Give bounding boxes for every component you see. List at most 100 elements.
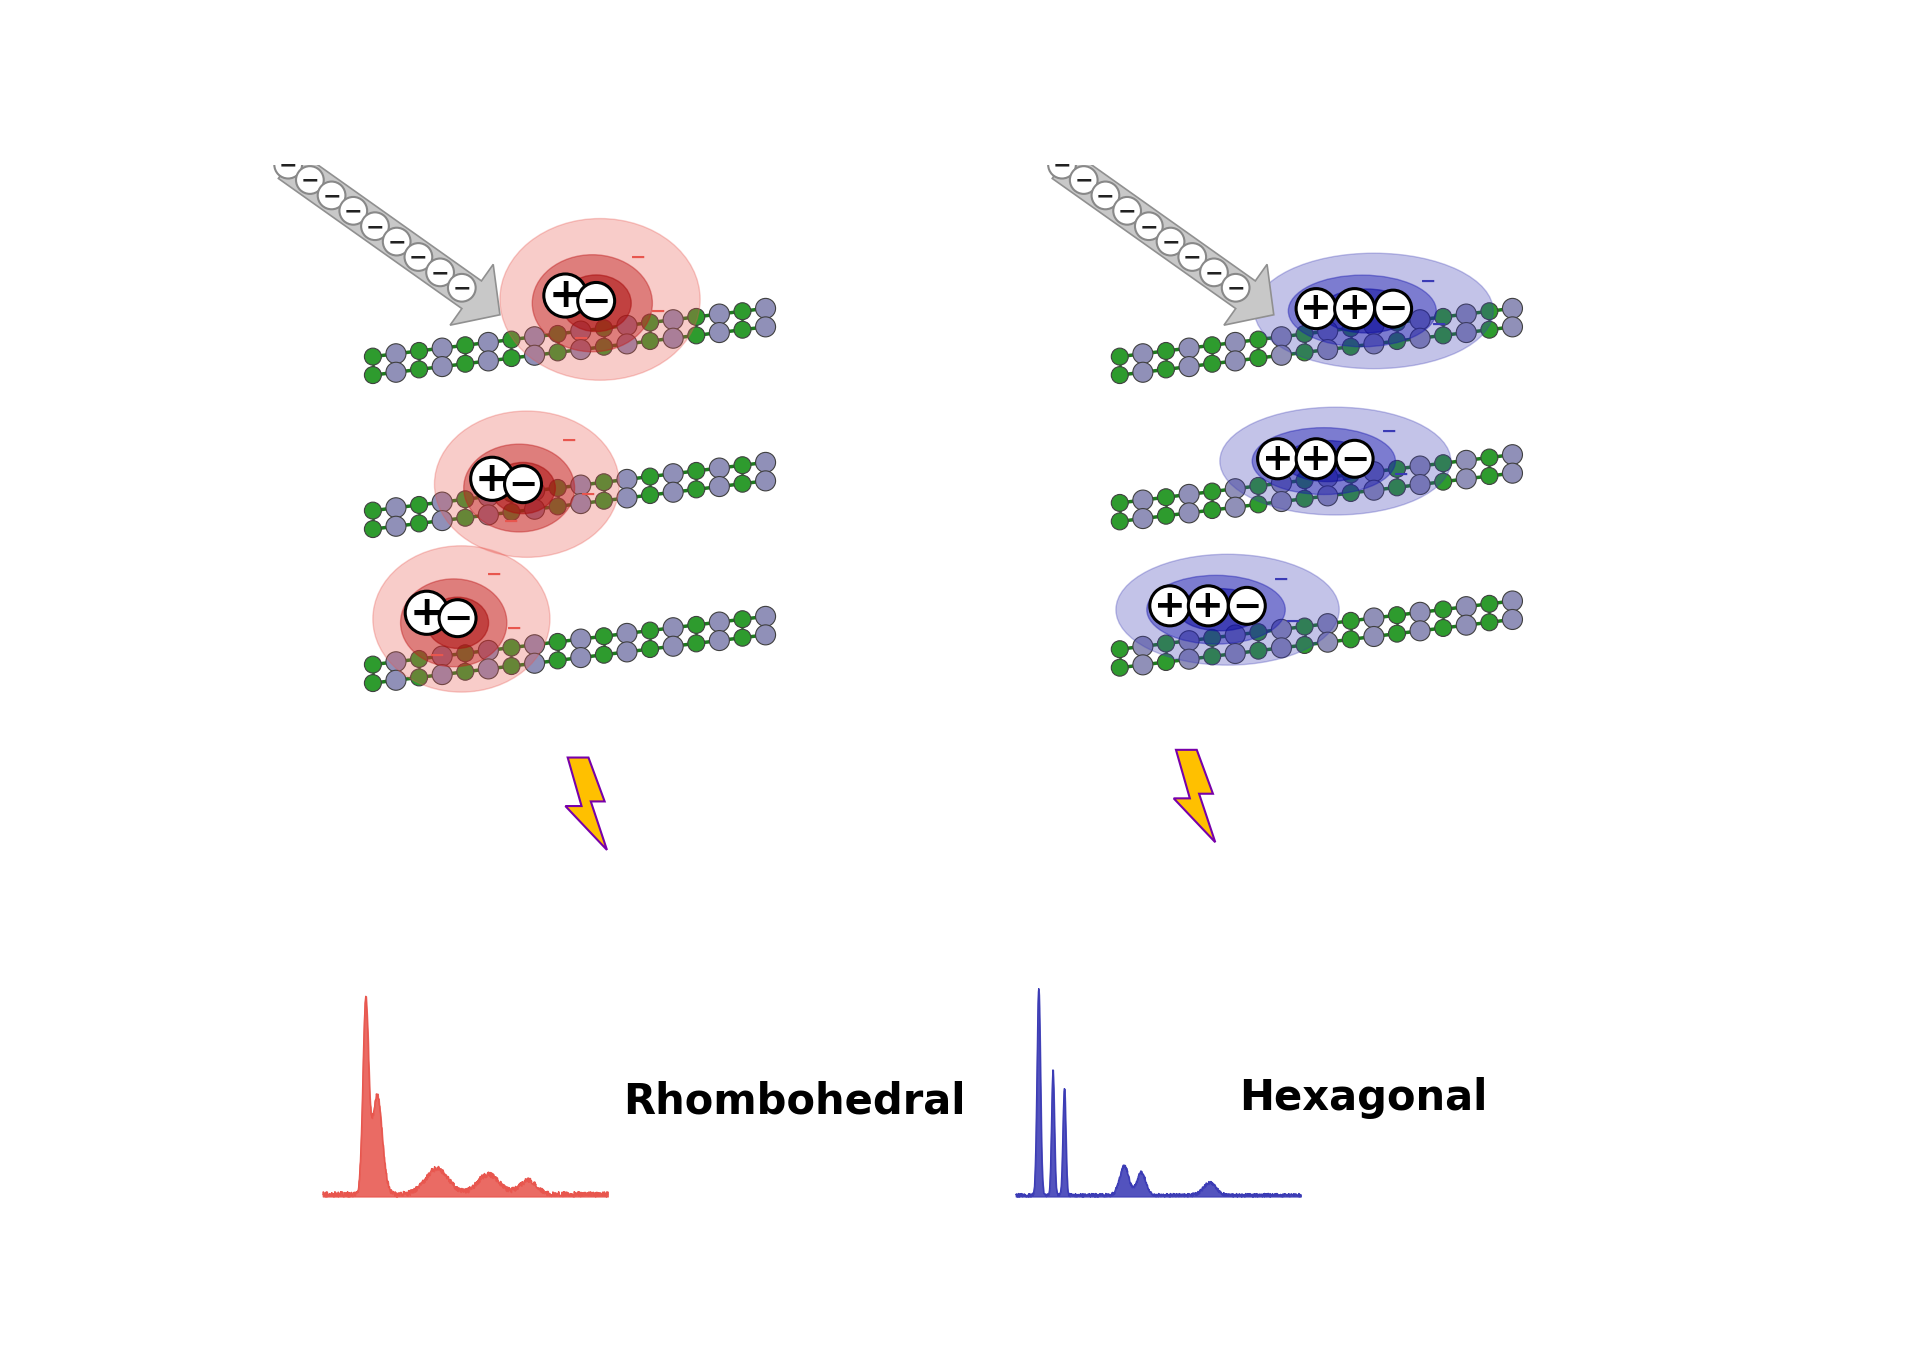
Text: +: + [548,276,582,317]
Circle shape [1180,504,1199,523]
Polygon shape [278,151,499,325]
Circle shape [1317,468,1338,487]
Circle shape [432,646,453,667]
Ellipse shape [372,546,549,691]
Circle shape [386,498,407,517]
Circle shape [411,343,428,359]
Circle shape [617,333,636,354]
Circle shape [503,504,521,520]
Text: −: − [1272,569,1290,589]
Text: −: − [1431,314,1448,333]
Polygon shape [565,757,607,849]
Circle shape [1363,480,1384,501]
Circle shape [1334,288,1375,329]
Circle shape [339,198,366,225]
Text: −: − [322,187,341,206]
Circle shape [617,316,636,335]
Polygon shape [1174,750,1215,842]
Circle shape [478,659,497,679]
Circle shape [1388,314,1406,331]
Circle shape [457,336,474,354]
Circle shape [735,303,750,320]
Circle shape [457,491,474,508]
Circle shape [524,346,544,365]
Ellipse shape [1178,589,1263,631]
Circle shape [1249,350,1267,366]
Text: −: − [1139,217,1159,237]
Text: −: − [1340,443,1369,476]
Text: −: − [503,512,521,531]
Circle shape [1180,649,1199,670]
Circle shape [544,274,586,317]
Text: −: − [443,602,472,637]
Ellipse shape [1116,554,1340,665]
Circle shape [596,473,613,491]
Circle shape [1388,626,1406,642]
Text: +: + [1338,291,1371,328]
Circle shape [297,166,324,193]
Circle shape [1409,620,1431,641]
Circle shape [710,631,729,650]
Circle shape [549,479,567,497]
Circle shape [386,516,407,536]
Circle shape [524,480,544,501]
Circle shape [1434,309,1452,325]
Circle shape [1363,333,1384,354]
Circle shape [756,471,775,491]
Circle shape [1249,642,1267,659]
Circle shape [432,664,453,685]
Circle shape [549,634,567,650]
Circle shape [1257,439,1298,479]
Circle shape [440,600,476,637]
Circle shape [1134,654,1153,675]
Circle shape [411,497,428,513]
Circle shape [1375,289,1411,327]
Circle shape [411,361,428,377]
Circle shape [386,362,407,383]
Ellipse shape [1251,428,1396,494]
Circle shape [578,283,615,320]
Circle shape [1249,477,1267,494]
Text: −: − [388,232,407,252]
Circle shape [1180,484,1199,505]
Circle shape [364,502,382,519]
Circle shape [735,321,750,338]
Text: −: − [430,263,449,283]
Circle shape [1228,587,1265,624]
Circle shape [663,482,683,502]
Circle shape [596,320,613,336]
Circle shape [756,453,775,472]
Circle shape [735,475,750,493]
Circle shape [1226,351,1245,370]
Circle shape [478,641,497,660]
Ellipse shape [499,218,700,380]
Circle shape [524,327,544,347]
Circle shape [642,487,659,504]
Circle shape [1249,495,1267,513]
Text: +: + [474,460,509,499]
Circle shape [1502,464,1523,483]
Circle shape [1203,355,1220,372]
Circle shape [364,656,382,674]
Circle shape [364,520,382,538]
Circle shape [1502,591,1523,611]
Text: −: − [486,565,503,583]
Circle shape [1456,597,1477,616]
Circle shape [756,606,775,627]
Circle shape [710,476,729,497]
Circle shape [642,468,659,486]
Circle shape [1481,595,1498,612]
Circle shape [1203,648,1220,665]
Circle shape [642,332,659,350]
Circle shape [1434,620,1452,637]
Circle shape [1434,327,1452,344]
Circle shape [1249,624,1267,641]
Circle shape [1180,357,1199,376]
Circle shape [1409,456,1431,476]
Circle shape [1271,346,1292,365]
Circle shape [756,624,775,645]
Circle shape [710,458,729,477]
Text: Hexagonal: Hexagonal [1240,1077,1488,1120]
Text: +: + [409,594,443,634]
Circle shape [503,331,521,348]
